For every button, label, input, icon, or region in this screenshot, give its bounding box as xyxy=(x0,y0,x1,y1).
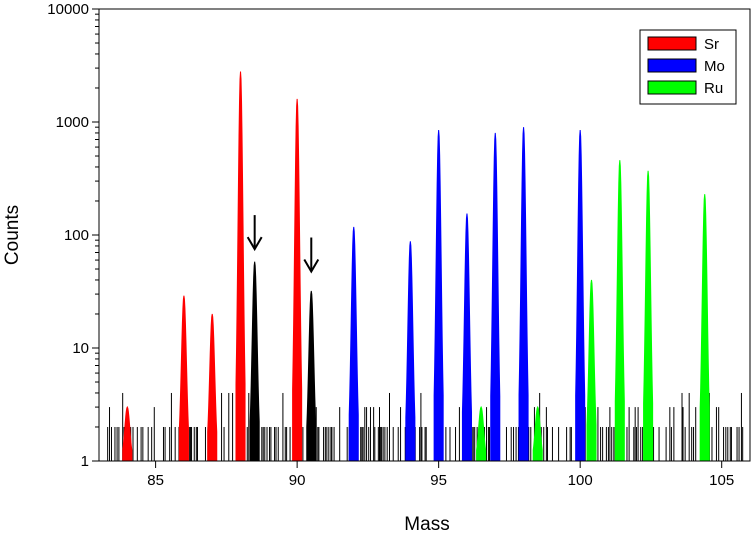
x-axis-title: Mass xyxy=(404,514,449,535)
peak-ru-96.5 xyxy=(476,405,487,461)
annotation-layer xyxy=(246,215,320,274)
x-tick-label: 90 xyxy=(289,472,306,489)
legend-label-ru: Ru xyxy=(704,80,723,97)
legend-swatch-sr xyxy=(647,36,697,51)
y-axis-title: Counts xyxy=(2,205,23,265)
peak-ru-98.5 xyxy=(532,405,543,461)
peak-mo-92 xyxy=(348,226,359,461)
y-tick-label: 10000 xyxy=(47,1,89,18)
peak-unassigned-90.5 xyxy=(306,290,317,461)
legend-swatch-ru xyxy=(647,80,697,95)
peak-ru-101.4 xyxy=(614,160,625,461)
x-tick-label: 85 xyxy=(147,472,164,489)
down-arrow-icon xyxy=(303,237,320,274)
x-tick-label: 100 xyxy=(568,472,593,489)
arrow-head xyxy=(246,236,263,252)
peak-mo-95 xyxy=(433,129,444,461)
down-arrow-icon xyxy=(246,215,263,252)
y-tick-label: 1 xyxy=(81,453,89,470)
arrow-head xyxy=(303,259,320,274)
legend-swatch-mo xyxy=(647,58,697,73)
peaks-layer xyxy=(122,71,710,461)
peak-sr-90 xyxy=(292,98,303,461)
peak-sr-87 xyxy=(207,313,218,461)
legend-label-sr: Sr xyxy=(704,36,719,53)
plot-area xyxy=(107,71,744,461)
peak-mo-97 xyxy=(490,132,501,461)
peak-mo-96 xyxy=(461,213,472,461)
peak-mo-100 xyxy=(575,129,586,461)
peak-unassigned-88.5 xyxy=(249,261,260,461)
legend: Sr Mo Ru xyxy=(639,29,737,105)
peak-ru-100.4 xyxy=(586,279,597,461)
legend-label-mo: Mo xyxy=(704,58,725,75)
y-tick-label: 1000 xyxy=(56,114,89,131)
peak-sr-86 xyxy=(178,295,189,461)
peak-mo-94 xyxy=(405,241,416,461)
peak-ru-104.4 xyxy=(699,194,710,461)
axes: 1 10 100 1000 10000 85 90 95 100 105 xyxy=(47,1,751,489)
peak-sr-84 xyxy=(122,405,133,461)
x-tick-label: 105 xyxy=(709,472,734,489)
peak-ru-102.4 xyxy=(643,170,654,461)
peak-mo-98 xyxy=(518,127,529,461)
y-tick-label: 10 xyxy=(72,340,89,357)
x-tick-label: 95 xyxy=(430,472,447,489)
peak-sr-88 xyxy=(235,71,246,461)
y-tick-label: 100 xyxy=(64,227,89,244)
